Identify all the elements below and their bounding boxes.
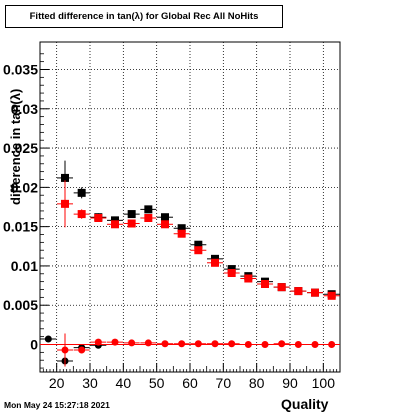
y-tick-label: 0.03	[11, 101, 38, 117]
data-point-square	[211, 258, 219, 267]
data-point-square	[277, 283, 286, 292]
chart-title: Fitted difference in tan(λ) for Global R…	[5, 5, 283, 28]
data-point-circle	[194, 340, 202, 348]
data-point-square	[194, 240, 203, 249]
y-tick-label: 0.02	[11, 179, 38, 195]
data-point-square	[144, 214, 153, 222]
y-tick-label: 0.005	[3, 297, 38, 313]
data-point-circle	[178, 340, 186, 348]
data-point-square	[144, 205, 153, 214]
data-point-circle	[211, 340, 219, 348]
data-point-circle	[61, 346, 69, 354]
gridlines	[40, 42, 340, 372]
tick-labels: 20 30 40 50 60 70 80 90 100 0 0.005 0.01 0.015 0.02 0.…	[3, 62, 335, 392]
y-tick-label: 0.01	[11, 258, 38, 274]
y-tick-label: 0	[30, 337, 38, 353]
data-point-square	[177, 224, 186, 233]
x-tick-label: 70	[216, 375, 232, 391]
data-point-square	[311, 288, 319, 297]
axes	[39, 41, 341, 373]
data-point-circle	[161, 340, 169, 348]
y-axis-label: difference in tan(λ)	[8, 88, 23, 205]
x-tick-label: 60	[182, 375, 198, 391]
data-point-square	[127, 219, 136, 228]
data-point-square	[244, 274, 253, 283]
data-point-circle	[278, 340, 286, 348]
x-tick-label: 20	[49, 375, 65, 391]
data-points	[40, 160, 340, 367]
data-point-circle	[94, 338, 102, 346]
data-point-circle	[111, 338, 119, 346]
y-tick-label: 0.035	[3, 62, 38, 78]
data-point-circle	[144, 339, 152, 347]
data-point-square	[77, 210, 86, 219]
data-point-square	[111, 220, 119, 229]
data-point-circle	[44, 335, 52, 343]
data-point-square	[61, 173, 69, 182]
x-axis-label: Quality	[281, 396, 329, 412]
x-tick-label: 80	[249, 375, 265, 391]
y-tick-label: 0.015	[3, 219, 38, 235]
x-tick-label: 40	[116, 375, 132, 391]
x-tick-label: 100	[312, 375, 336, 391]
data-point-square	[194, 246, 203, 255]
data-point-circle	[228, 340, 236, 348]
data-point-square	[161, 220, 169, 229]
data-point-square	[177, 229, 186, 238]
x-tick-label: 30	[82, 375, 98, 391]
data-point-square	[327, 291, 336, 300]
data-point-square	[261, 280, 269, 288]
timestamp: Mon May 24 15:27:18 2021	[4, 400, 110, 410]
data-point-square	[127, 210, 136, 219]
data-point-square	[77, 188, 86, 197]
data-point-square	[161, 213, 169, 222]
data-point-square	[61, 199, 69, 208]
data-point-square	[94, 214, 103, 222]
data-point-circle	[78, 346, 86, 354]
data-point-square	[227, 269, 236, 277]
x-tick-label: 50	[149, 375, 165, 391]
x-tick-label: 90	[282, 375, 298, 391]
data-point-square	[294, 287, 303, 296]
y-tick-label: 0.025	[3, 140, 38, 156]
data-point-circle	[128, 339, 136, 347]
